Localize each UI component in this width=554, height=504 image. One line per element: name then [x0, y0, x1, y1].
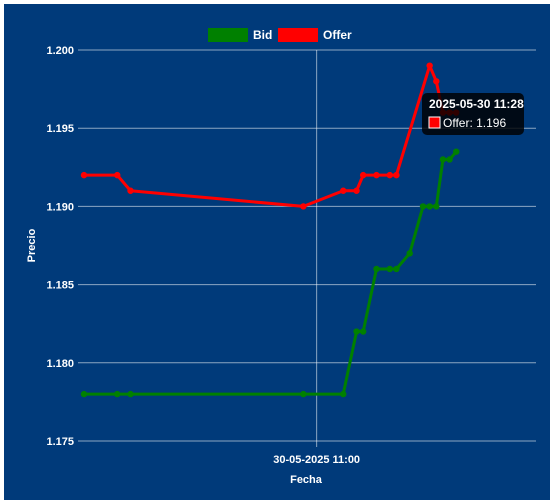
tooltip-box: 2025-05-30 11:28 Offer: 1.196 [422, 93, 524, 135]
tooltip-color-swatch [428, 116, 441, 129]
axes: 1.200 1.195 1.190 1.185 1.180 1.175 30-05-2025… [26, 45, 360, 486]
data-point-bid[interactable] [393, 265, 400, 273]
legend-swatch-bid [208, 28, 248, 42]
data-point-offer[interactable] [114, 171, 121, 179]
data-point-offer[interactable] [127, 187, 134, 194]
data-point-offer[interactable] [300, 203, 307, 210]
data-point-bid[interactable] [419, 203, 427, 210]
data-point-bid[interactable] [300, 390, 307, 398]
data-point-bid[interactable] [426, 203, 433, 210]
tooltip-background [422, 93, 524, 135]
data-point-bid[interactable] [359, 328, 367, 335]
tooltip-label: Offer: 1.196 [443, 116, 506, 130]
data-point-bid[interactable] [373, 265, 380, 273]
x-axis-title: Fecha [290, 474, 323, 486]
data-point-offer[interactable] [426, 62, 433, 69]
y-tick-label: 1.190 [46, 201, 74, 213]
data-point-offer[interactable] [433, 78, 440, 85]
series-line-bid [84, 150, 458, 396]
data-point-bid[interactable] [353, 328, 360, 335]
legend-item-bid[interactable]: Bid [208, 28, 272, 42]
legend-label-bid: Bid [253, 28, 272, 42]
legend-swatch-offer [278, 28, 318, 42]
tooltip-title: 2025-05-30 11:28 [429, 97, 524, 111]
data-point-bid[interactable] [114, 390, 121, 398]
legend-item-offer[interactable]: Offer [278, 28, 352, 42]
data-point-bid[interactable] [433, 203, 440, 210]
data-point-bid[interactable] [406, 250, 413, 257]
tooltip: 2025-05-30 11:28 Offer: 1.196 [422, 93, 524, 135]
data-point-bid[interactable] [127, 390, 134, 398]
y-tick-label: 1.185 [46, 280, 74, 292]
chart-panel: 1.200 1.195 1.190 1.185 1.180 1.175 30-05-2025… [4, 4, 550, 500]
y-axis-title: Precio [26, 228, 38, 262]
y-tick-label: 1.180 [46, 358, 74, 370]
data-point-offer[interactable] [80, 171, 88, 179]
data-point-offer[interactable] [393, 171, 400, 179]
data-point-offer[interactable] [340, 187, 347, 194]
series-line-offer [84, 64, 457, 208]
data-point-offer[interactable] [386, 171, 393, 179]
y-tick-label: 1.200 [46, 45, 74, 57]
legend-label-offer: Offer [323, 28, 352, 42]
data-point-offer[interactable] [359, 171, 367, 179]
data-point-bid[interactable] [340, 390, 347, 398]
data-point-bid[interactable] [439, 156, 447, 163]
legend[interactable]: Bid Offer [208, 28, 352, 42]
data-point-bid[interactable] [386, 265, 393, 273]
x-tick-label: 30-05-2025 11:00 [273, 454, 360, 466]
series-lines [80, 62, 460, 398]
data-point-offer[interactable] [373, 171, 380, 179]
price-chart[interactable]: 1.200 1.195 1.190 1.185 1.180 1.175 30-05-2025… [4, 4, 550, 500]
data-point-bid[interactable] [446, 156, 453, 163]
data-point-offer[interactable] [353, 187, 360, 194]
data-point-bid[interactable] [80, 390, 88, 398]
data-point-bid[interactable] [453, 148, 460, 155]
y-tick-label: 1.195 [46, 123, 74, 135]
y-tick-label: 1.175 [46, 436, 74, 448]
